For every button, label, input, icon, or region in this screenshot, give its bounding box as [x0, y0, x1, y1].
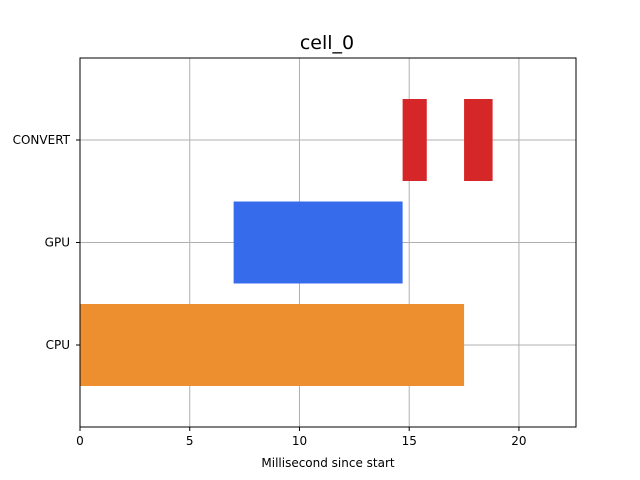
- x-tick-label: 15: [402, 434, 417, 448]
- bar-convert: [402, 99, 427, 181]
- y-tick-label-gpu: GPU: [45, 236, 70, 250]
- x-tick-label: 0: [76, 434, 84, 448]
- chart-title: cell_0: [300, 32, 354, 54]
- bar-cpu: [80, 304, 465, 386]
- bar-convert: [464, 99, 493, 181]
- ticks: 0 5 10 15 20 CPU GPU CONVERT: [13, 133, 527, 448]
- y-tick-label-cpu: CPU: [46, 338, 70, 352]
- bar-gpu: [233, 201, 403, 284]
- x-tick-label: 20: [511, 434, 526, 448]
- bars: [80, 99, 493, 386]
- x-axis-label: Millisecond since start: [261, 456, 395, 470]
- x-tick-label: 5: [186, 434, 194, 448]
- x-tick-label: 10: [292, 434, 307, 448]
- y-tick-label-convert: CONVERT: [13, 133, 71, 147]
